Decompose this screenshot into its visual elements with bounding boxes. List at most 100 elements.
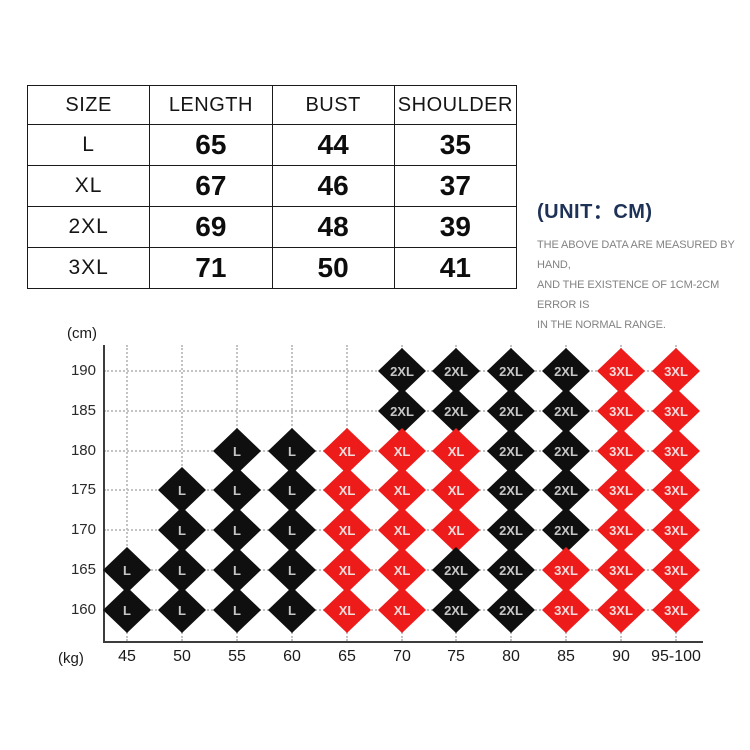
size-marker: 3XL	[597, 547, 645, 593]
size-marker-label: XL	[393, 482, 411, 498]
x-tick-label: 70	[393, 648, 411, 665]
size-marker: XL	[323, 547, 371, 593]
measurement-cell: 65	[149, 124, 273, 166]
table-row: 2XL 69 48 39	[26, 206, 518, 248]
v-gridline	[126, 345, 128, 641]
measurement-cell: 41	[393, 247, 518, 289]
size-marker: 2XL	[542, 388, 590, 434]
y-tick-label: 180	[70, 442, 96, 459]
size-marker-label: XL	[338, 522, 356, 538]
size-marker-label: 3XL	[664, 562, 688, 578]
size-marker: 2XL	[542, 348, 590, 394]
measurement-cell: 69	[149, 206, 273, 248]
column-header: LENGTH	[149, 85, 273, 125]
size-marker-label: L	[288, 482, 296, 498]
size-marker-label: L	[178, 602, 186, 618]
size-marker-label: 3XL	[609, 443, 633, 459]
size-marker: 2XL	[378, 388, 426, 434]
size-marker: XL	[378, 467, 426, 513]
size-marker-label: 2XL	[554, 363, 578, 379]
unit-note-line: AND THE EXISTENCE OF 1CM-2CM ERROR IS	[537, 279, 720, 311]
x-tick-label: 75	[447, 648, 465, 665]
size-label-cell: 2XL	[26, 206, 151, 248]
measurement-cell: 39	[393, 206, 518, 248]
y-axis-line	[103, 345, 105, 643]
size-marker: XL	[323, 507, 371, 553]
size-marker: L	[213, 587, 261, 633]
table-row: 3XL 71 50 41	[26, 247, 518, 289]
size-marker-label: L	[178, 562, 186, 578]
size-marker-label: XL	[393, 562, 411, 578]
x-tick-label: 85	[557, 648, 575, 665]
size-marker-label: L	[123, 562, 131, 578]
size-marker: L	[213, 547, 261, 593]
size-marker: XL	[323, 587, 371, 633]
size-marker: L	[268, 587, 316, 633]
size-marker-label: 2XL	[499, 363, 523, 379]
size-label-cell: L	[26, 124, 151, 166]
size-marker-label: XL	[393, 522, 411, 538]
size-marker: L	[268, 547, 316, 593]
size-marker: XL	[432, 467, 480, 513]
size-marker: L	[268, 467, 316, 513]
size-marker-label: 3XL	[664, 403, 688, 419]
size-marker-label: 3XL	[609, 482, 633, 498]
size-marker: L	[158, 547, 206, 593]
size-marker: 2XL	[487, 587, 535, 633]
size-marker-label: 2XL	[444, 562, 468, 578]
size-marker-label: 2XL	[554, 482, 578, 498]
y-tick-label: 185	[70, 402, 96, 419]
size-marker: 2XL	[487, 547, 535, 593]
size-marker: L	[213, 467, 261, 513]
x-tick-label: 55	[228, 648, 246, 665]
size-marker: 2XL	[487, 388, 535, 434]
size-marker-label: 2XL	[499, 482, 523, 498]
size-marker-label: XL	[447, 522, 465, 538]
size-marker-label: XL	[393, 602, 411, 618]
size-marker-label: L	[288, 562, 296, 578]
column-header: BUST	[271, 85, 395, 125]
size-marker: 3XL	[597, 587, 645, 633]
size-marker-label: L	[233, 522, 241, 538]
size-marker: 3XL	[597, 507, 645, 553]
size-marker-label: 3XL	[609, 363, 633, 379]
size-marker: XL	[323, 467, 371, 513]
size-marker-label: L	[288, 443, 296, 459]
size-marker: L	[268, 507, 316, 553]
size-marker-label: XL	[338, 443, 356, 459]
unit-note: (UNIT：CM) THE ABOVE DATA ARE MEASURED BY…	[537, 195, 737, 335]
size-marker-label: L	[288, 602, 296, 618]
y-tick-label: 190	[70, 362, 96, 379]
size-marker-label: XL	[447, 482, 465, 498]
size-table: SIZE LENGTH BUST SHOULDER L 65 44 35 XL 67 46 37 2XL…	[26, 85, 518, 289]
size-marker-label: L	[233, 602, 241, 618]
size-marker-label: L	[178, 522, 186, 538]
size-marker: L	[158, 467, 206, 513]
x-tick-label: 90	[612, 648, 630, 665]
size-marker: XL	[432, 507, 480, 553]
size-marker: XL	[378, 507, 426, 553]
measurement-cell: 67	[149, 165, 273, 207]
x-tick-label: 80	[502, 648, 520, 665]
size-marker: 2XL	[378, 348, 426, 394]
size-marker-label: XL	[447, 443, 465, 459]
size-marker: L	[158, 587, 206, 633]
size-marker: L	[103, 547, 151, 593]
size-marker: 3XL	[542, 587, 590, 633]
size-marker-label: L	[123, 602, 131, 618]
height-weight-chart: (cm) (kg) 45 50 55 60 65 70 75 80 85 90 95-100 190 1…	[0, 310, 750, 690]
size-marker-label: XL	[338, 482, 356, 498]
column-header: SHOULDER	[393, 85, 518, 125]
size-marker: 2XL	[432, 348, 480, 394]
size-marker-label: 2XL	[499, 602, 523, 618]
size-marker: 2XL	[487, 467, 535, 513]
x-tick-label: 50	[173, 648, 191, 665]
x-tick-label: 95-100	[651, 648, 701, 665]
size-marker: 3XL	[597, 467, 645, 513]
size-marker: 3XL	[652, 587, 700, 633]
size-marker-label: XL	[338, 562, 356, 578]
size-marker-label: L	[288, 522, 296, 538]
size-marker-label: 2XL	[554, 522, 578, 538]
x-axis-line	[103, 641, 703, 643]
